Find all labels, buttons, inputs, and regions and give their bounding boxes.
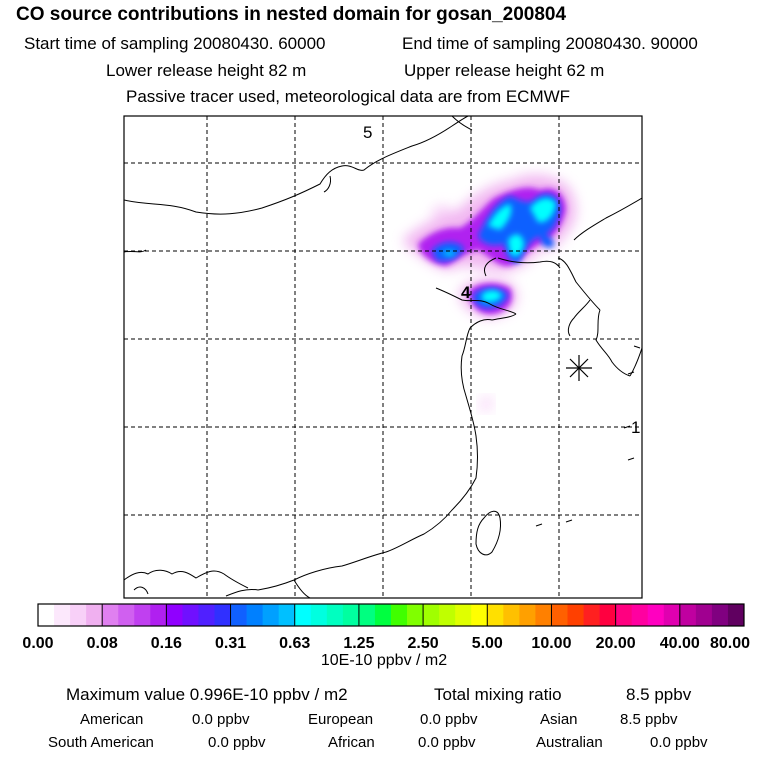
colorbar-cell [374, 604, 392, 626]
colorbar-cell [214, 604, 231, 626]
colorbar-cell [423, 604, 440, 626]
chart-title: CO source contributions in nested domain… [16, 4, 567, 25]
colorbar-cell [551, 604, 568, 626]
map-frame [123, 115, 643, 599]
colorbar-cell [102, 604, 119, 626]
plume-faint [478, 395, 495, 414]
region-name-australian: Australian [536, 734, 603, 751]
colorbar-cell [294, 604, 312, 626]
colorbar-cell [150, 604, 167, 626]
colorbar-tick-label: 20.00 [596, 635, 636, 652]
end-time-label: End time of sampling 20080430. 90000 [402, 34, 698, 53]
colorbar-cell [230, 604, 247, 626]
plume-core [442, 198, 556, 303]
colorbar-cell [679, 604, 697, 626]
colorbar-tick-label: 5.00 [472, 635, 503, 652]
region-name-american: American [80, 711, 144, 728]
day-4-marker: 4 [461, 283, 471, 302]
colorbar-cell [407, 604, 424, 626]
day-1-marker: 1 [631, 418, 640, 437]
region-value-american: 0.0 ppbv [192, 711, 250, 728]
colorbar: 0.00 0.08 0.16 0.31 0.63 1.25 2.50 5.00 10.00 20.… [22, 603, 750, 652]
colorbar-cell [615, 604, 633, 626]
region-value-australian: 0.0 ppbv [650, 734, 708, 751]
colorbar-cell [663, 604, 681, 626]
colorbar-cell [118, 604, 135, 626]
tracer-note: Passive tracer used, meteorological data… [126, 87, 571, 106]
region-name-african: African [328, 734, 375, 751]
colorbar-cell [647, 604, 665, 626]
colorbar-tick-label: 2.50 [408, 635, 439, 652]
total-mixing-value: 8.5 ppbv [626, 685, 692, 704]
colorbar-tick-label: 0.00 [22, 635, 53, 652]
colorbar-tick-label: 80.00 [710, 635, 750, 652]
colorbar-cell [631, 604, 649, 626]
colorbar-tick-label: 1.25 [343, 635, 374, 652]
colorbar-cell [310, 604, 328, 626]
colorbar-cell [503, 604, 520, 626]
map-plot: 5 4 1 [123, 115, 643, 599]
day-5-marker: 5 [363, 123, 372, 142]
colorbar-tick-label: 10.00 [531, 635, 571, 652]
colorbar-cell [583, 604, 600, 626]
colorbar-cell [86, 604, 103, 626]
region-name-asian: Asian [540, 711, 578, 728]
colorbar-cell [70, 604, 87, 626]
colorbar-cell [198, 604, 215, 626]
colorbar-cell [487, 604, 504, 626]
maximum-value-label: Maximum value 0.996E-10 ppbv / m2 [66, 685, 348, 704]
region-value-south-american: 0.0 ppbv [208, 734, 266, 751]
colorbar-unit: 10E-10 ppbv / m2 [320, 652, 448, 669]
colorbar-cell [182, 604, 199, 626]
colorbar-cell [519, 604, 536, 626]
total-mixing-label: Total mixing ratio [434, 685, 562, 704]
lower-release-label: Lower release height 82 m [106, 61, 307, 80]
colorbar-cell [246, 604, 264, 626]
region-name-south-american: South American [48, 734, 154, 751]
region-name-european: European [308, 711, 374, 728]
colorbar-cell [599, 604, 617, 626]
colorbar-cell [38, 604, 55, 626]
colorbar-cell [326, 604, 344, 626]
coastlines [124, 116, 642, 598]
colorbar-cell [262, 604, 280, 626]
colorbar-cell [166, 604, 183, 626]
colorbar-cell [342, 604, 360, 626]
colorbar-frame [37, 603, 745, 627]
colorbar-cell [358, 604, 376, 626]
colorbar-cell [455, 604, 472, 626]
colorbar-tick-label: 0.08 [87, 635, 118, 652]
region-value-african: 0.0 ppbv [418, 734, 476, 751]
colorbar-cell [535, 604, 552, 626]
colorbar-cell [278, 604, 296, 626]
receptor-marker [566, 355, 592, 381]
colorbar-tick-label: 0.31 [215, 635, 246, 652]
colorbar-cell [54, 604, 71, 626]
colorbar-tick-label: 40.00 [660, 635, 700, 652]
region-value-european: 0.0 ppbv [420, 711, 478, 728]
colorbar-tick-label: 0.63 [279, 635, 310, 652]
colorbar-cell [567, 604, 584, 626]
colorbar-cell [471, 604, 488, 626]
colorbar-cell [439, 604, 456, 626]
upper-release-label: Upper release height 62 m [404, 61, 605, 80]
colorbar-cell [711, 604, 729, 626]
region-value-asian: 8.5 ppbv [620, 711, 678, 728]
colorbar-cell [695, 604, 713, 626]
colorbar-cell [134, 604, 151, 626]
colorbar-cell [727, 604, 745, 626]
start-time-label: Start time of sampling 20080430. 60000 [24, 34, 326, 53]
colorbar-tick-label: 0.16 [151, 635, 182, 652]
gridlines [124, 116, 642, 598]
colorbar-cell [391, 604, 408, 626]
